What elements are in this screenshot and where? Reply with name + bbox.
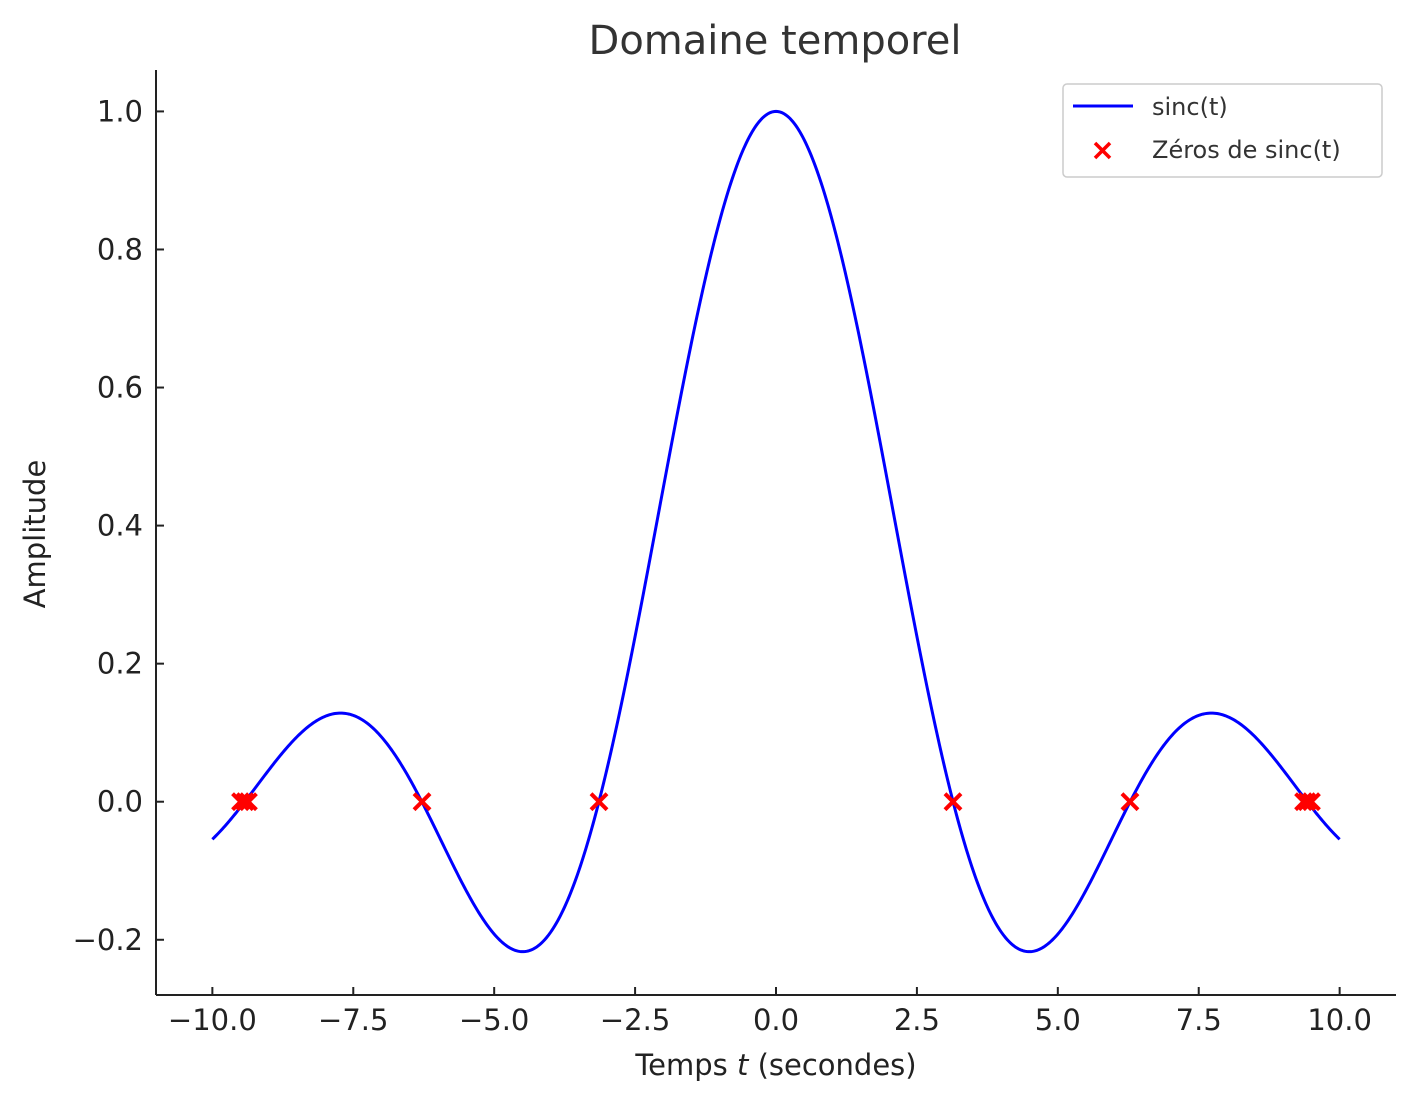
x-tick-label: 2.5 [894, 1003, 940, 1037]
y-tick-label: −0.2 [73, 923, 143, 957]
x-tick-label: −5.0 [459, 1003, 529, 1037]
zero-marker [412, 792, 432, 812]
x-tick-label: 10.0 [1307, 1003, 1372, 1037]
x-tick-label: 0.0 [753, 1003, 799, 1037]
zero-marker [239, 792, 258, 812]
plot-area [211, 109, 1341, 954]
x-tick-label: 5.0 [1035, 1003, 1081, 1037]
y-tick-label: 0.8 [97, 232, 143, 266]
legend-entry-zeros: Zéros de sinc(t) [1152, 136, 1341, 164]
x-tick-label: −7.5 [318, 1003, 388, 1037]
zero-marker [1120, 792, 1140, 812]
y-axis-label: Amplitude [18, 460, 52, 609]
zero-marker [235, 792, 255, 812]
legend-x-marker-swatch [1093, 141, 1112, 160]
x-axis-label: Temps t (secondes) [634, 1048, 916, 1082]
y-tick-label: 0.4 [97, 509, 143, 543]
y-tick-label: 0.2 [97, 647, 143, 681]
y-tick-label: 1.0 [97, 94, 143, 128]
x-tick-label: −2.5 [600, 1003, 670, 1037]
zero-marker [589, 792, 609, 812]
y-tick-label: 0.0 [97, 785, 143, 819]
y-tick-label: 0.6 [97, 371, 143, 405]
x-tick-label: 7.5 [1176, 1003, 1222, 1037]
x-tick-label: −10.0 [168, 1003, 257, 1037]
series-line-sinc [211, 109, 1341, 954]
legend-entry-sinc: sinc(t) [1152, 93, 1228, 121]
legend-frame [1062, 83, 1383, 178]
zero-marker [1302, 792, 1321, 812]
y-ticks: −0.2 0.0 0.2 0.4 0.6 0.8 1.0 [73, 94, 164, 957]
legend: sinc(t) Zéros de sinc(t) [1062, 83, 1383, 178]
x-ticks: −10.0 −7.5 −5.0 −2.5 0.0 2.5 5.0 7.5 10.0 [168, 987, 1372, 1037]
zero-markers [231, 792, 1321, 812]
zero-marker [943, 792, 963, 812]
zero-marker [1297, 792, 1317, 812]
chart-title: Domaine temporel [589, 18, 962, 64]
